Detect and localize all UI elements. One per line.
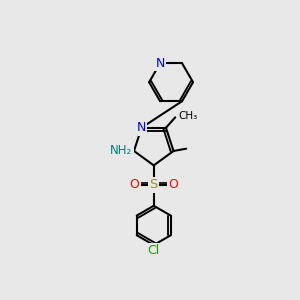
Text: N: N <box>155 57 165 70</box>
Text: O: O <box>168 178 178 191</box>
Text: O: O <box>130 178 140 191</box>
Text: CH₃: CH₃ <box>178 111 197 121</box>
Text: NH₂: NH₂ <box>110 145 132 158</box>
Text: S: S <box>150 178 158 191</box>
Text: N: N <box>137 121 146 134</box>
Text: Cl: Cl <box>148 244 160 257</box>
